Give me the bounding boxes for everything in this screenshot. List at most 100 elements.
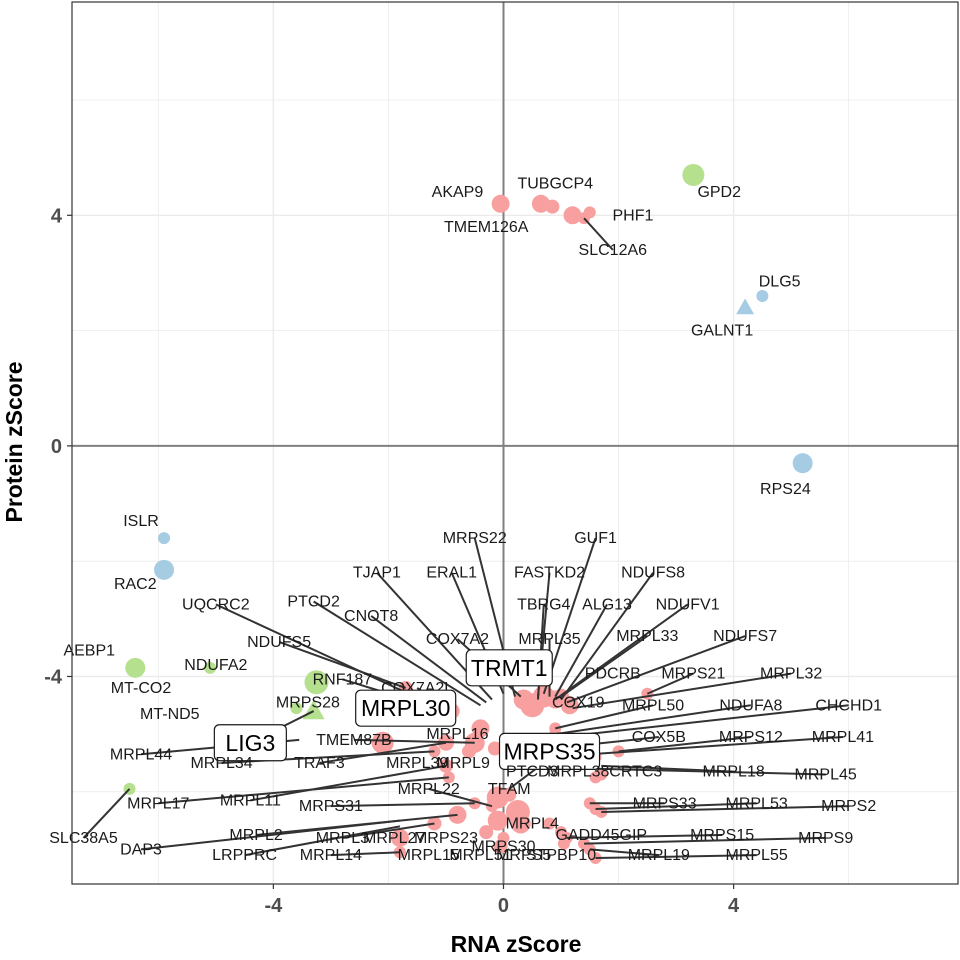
point-label: NDUFS8 [621,565,685,582]
data-point [487,741,502,756]
point-label: MRPS2 [821,798,876,815]
point-label: MRPS22 [443,530,507,547]
data-point [531,194,550,213]
label-box [355,689,457,727]
point-label: MRPL33 [616,628,678,645]
label-leader-line [572,672,792,710]
label-box [213,724,287,762]
label-leader-line [370,615,487,704]
data-point [756,290,769,302]
label-leader-line [244,825,401,857]
label-leader-line [330,851,400,857]
point-label: TUBGCP4 [517,176,593,193]
data-point [154,559,175,580]
point-label: MT-ND5 [140,706,200,723]
point-label: CNOT8 [344,608,398,625]
label-leader-line [319,741,447,764]
point-label: ALG13 [582,596,632,613]
point-label: MRPS33 [633,795,697,812]
label-box [498,732,601,771]
label-leader-line [554,603,689,701]
data-point [304,670,329,695]
label-box [465,649,553,687]
point-label: DAP3 [120,841,162,858]
point-label: MRPS28 [276,694,340,711]
point-label: GUF1 [574,530,617,547]
point-label: GPD2 [697,184,741,201]
label-leader-line [560,704,849,738]
data-point [682,163,705,186]
point-label: MRPL17 [127,795,189,812]
label-leader-line [566,635,746,704]
point-label: RPS24 [760,481,811,498]
label-leader-line [554,603,608,698]
labels-layer: GPD2 AKAP9 TUBGCP4 TMEM126A PHF1 SLC12A6 DLG5 G… [49,176,882,865]
x-tick-label: 0 [498,895,509,917]
point-label: MRPL16 [426,726,488,743]
point-label: MRPL15 [398,847,460,864]
label-leader-line [278,640,407,689]
point-label: TRAF3 [294,755,345,772]
point-label: MRPL53 [726,795,788,812]
point-label: UQCRC2 [182,596,250,613]
data-point [390,828,409,847]
label-leader-line [560,635,648,698]
data-point [479,825,494,840]
point-label: ISLR [123,513,159,530]
point-label: CRTC3 [609,764,662,781]
point-label: MRPL32 [760,666,822,683]
label-leader-line [595,802,757,811]
point-label: PTCD3 [506,764,559,781]
label-leader-line [646,672,694,695]
label-leader-line [595,767,826,776]
data-point [545,199,560,214]
data-point [290,702,303,715]
label-leader-line [428,787,493,808]
data-point [471,719,490,738]
point-label: MRPS30 [471,839,535,856]
y-tick-label: 0 [51,436,62,458]
point-label: MRPS23 [414,830,478,847]
label-leader-line [595,854,757,860]
point-label: GALNT1 [691,323,753,340]
data-point [543,817,556,830]
axes-layer: -4 0 4 -4 0 4 [44,205,740,917]
data-point [560,696,579,715]
point-label: MRPS35 [503,738,595,764]
label-leader-line [342,822,435,839]
data-point [158,532,171,545]
point-label: MRPL39 [386,755,448,772]
point-label: TMEM87B [316,732,392,749]
data-point [497,831,510,844]
x-tick-label: -4 [264,895,283,917]
label-leader-line [330,802,475,808]
point-label: MRPL2 [229,827,282,844]
point-label: MRPL51 [449,847,511,864]
point-label: MRPL50 [622,697,684,714]
point-label: NDUFA8 [719,697,782,714]
label-leader-line [583,217,614,251]
point-label: MRPL27 [363,830,425,847]
point-label: RNF187 [313,671,373,688]
point-label: MT-CO2 [111,680,172,697]
point-label: MRPL38 [547,764,609,781]
point-label: MRPL35 [518,631,580,648]
point-label: NDUFS5 [247,634,311,651]
point-label: SLC38A5 [49,830,118,847]
label-leader-line [250,764,447,802]
point-label: CHCHD1 [815,697,882,714]
y-axis-title: Protein zScore [1,361,27,522]
point-label: MRPS9 [798,830,853,847]
y-tick-label: -4 [44,666,63,688]
point-label: PTCD2 [287,594,340,611]
point-label: STPBP10 [526,847,596,864]
label-leader-line [589,736,844,756]
point-label: TMEM126A [444,219,529,236]
point-label: SLC12A6 [579,242,648,259]
data-point [204,661,217,674]
label-leader-line [584,836,826,845]
point-label: TJAP1 [353,565,401,582]
data-point [510,813,531,834]
